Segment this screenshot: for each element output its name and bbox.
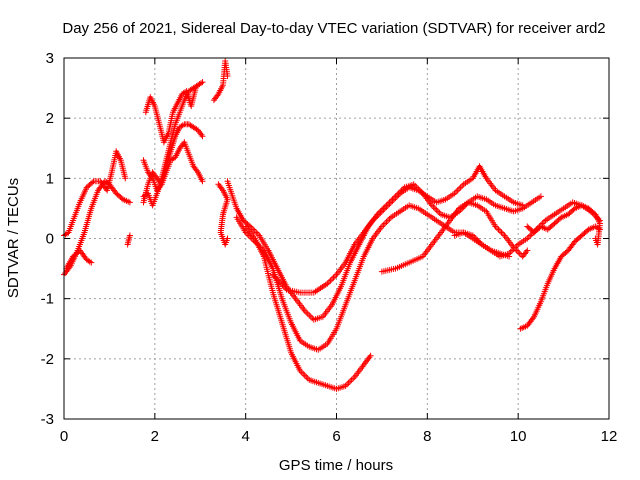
plus-markers	[242, 223, 374, 392]
x-tick-label: 10	[510, 428, 527, 445]
x-tick-label: 6	[332, 428, 340, 445]
y-tick-label: -3	[41, 411, 54, 428]
y-tick-label: 1	[46, 170, 54, 187]
y-tick-label: 3	[46, 50, 54, 67]
y-tick-label: -1	[41, 291, 54, 308]
x-tick-label: 8	[423, 428, 431, 445]
y-tick-label: 0	[46, 231, 54, 248]
series-sat-q	[517, 223, 603, 332]
series-sat-n	[269, 163, 526, 296]
plus-markers	[63, 247, 95, 272]
plus-markers	[517, 223, 603, 332]
y-axis-label: SDTVAR / TECUs	[5, 178, 22, 298]
series-sat-d	[124, 232, 133, 248]
plus-markers	[142, 85, 199, 146]
chart-title: Day 256 of 2021, Sidereal Day-to-day VTE…	[62, 20, 605, 37]
data-series	[61, 58, 603, 392]
series-sat-a	[61, 178, 133, 278]
y-tick-label: 2	[46, 110, 54, 127]
plus-markers	[215, 181, 231, 248]
series-sat-h	[142, 85, 199, 146]
series-sat-m	[242, 223, 374, 392]
series-sat-g	[140, 79, 206, 209]
x-axis-label: GPS time / hours	[279, 457, 393, 474]
plus-markers	[524, 202, 603, 248]
x-tick-label: 4	[241, 428, 249, 445]
plus-markers	[61, 178, 133, 278]
y-tick-label: -2	[41, 351, 54, 368]
series-sat-i	[210, 58, 231, 104]
x-tick-label: 0	[60, 428, 68, 445]
plus-markers	[140, 79, 206, 209]
series-sat-r	[524, 202, 603, 248]
plot-frame	[63, 57, 610, 420]
plus-markers	[269, 163, 526, 296]
x-tick-label: 2	[151, 428, 159, 445]
series-sat-c	[63, 247, 95, 272]
x-tick-label: 12	[601, 428, 618, 445]
plus-markers	[210, 58, 231, 104]
plus-markers	[124, 232, 133, 248]
series-sat-j	[215, 181, 231, 248]
